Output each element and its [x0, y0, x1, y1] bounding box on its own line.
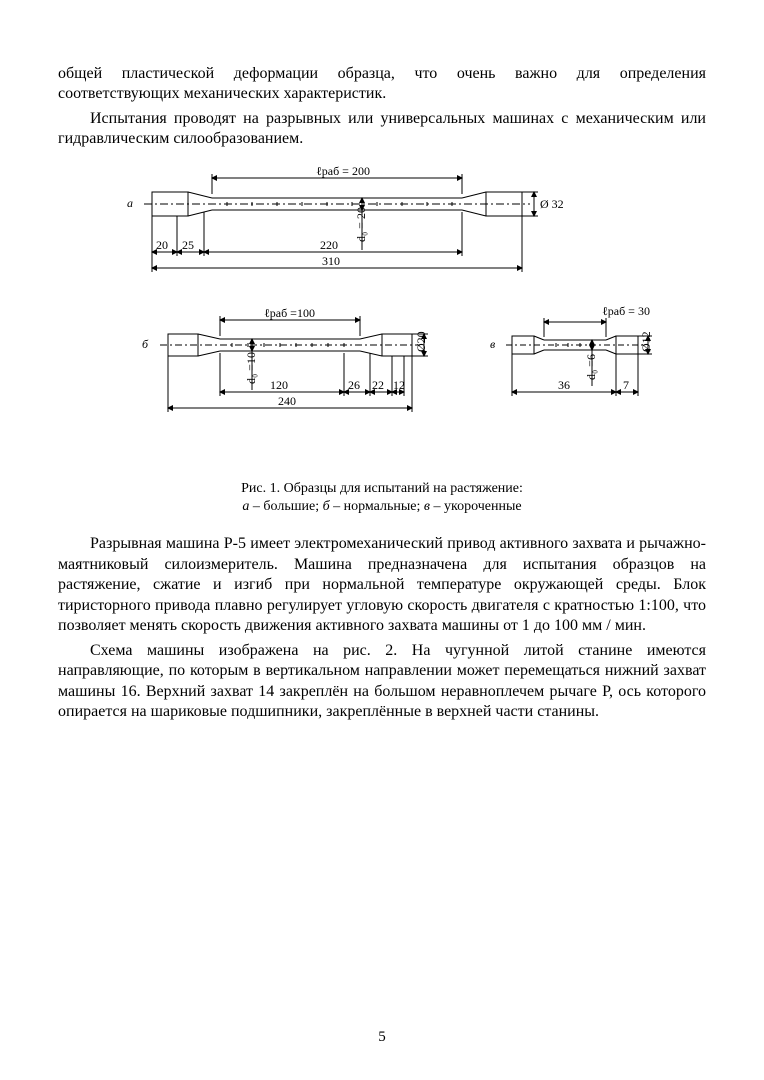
dim-a-d0: d₀ = 20: [354, 207, 368, 242]
specimen-a: а: [127, 164, 564, 272]
dim-c-36: 36: [558, 378, 570, 392]
figure-1-caption: Рис. 1. Образцы для испытаний на растяже…: [84, 480, 680, 516]
dim-c-7: 7: [623, 378, 629, 392]
caption-line1: Рис. 1. Образцы для испытаний на растяже…: [241, 481, 523, 496]
paragraph-4: Схема машины изображена на рис. 2. На чу…: [58, 641, 706, 723]
dim-a-310: 310: [322, 254, 340, 268]
dim-a-25: 25: [182, 238, 194, 252]
dim-a-lrab: ℓраб = 200: [316, 164, 370, 178]
dim-c-dia: Ø12: [639, 331, 653, 352]
dim-b-lrab: ℓраб =100: [264, 306, 315, 320]
dim-b-dia: Ø20: [414, 331, 428, 352]
dim-b-d0: d₀ =10: [244, 352, 258, 384]
specimen-b: б: [142, 306, 428, 412]
specimens-diagram: а: [82, 164, 682, 464]
paragraph-2: Испытания проводят на разрывных или унив…: [58, 109, 706, 150]
figure-1: а: [58, 164, 706, 464]
specimen-b-label: б: [142, 337, 149, 351]
dim-a-220: 220: [320, 238, 338, 252]
dim-b-120: 120: [270, 378, 288, 392]
specimen-a-label: а: [127, 196, 133, 210]
dim-c-d0: d₀ =6: [584, 354, 598, 380]
specimen-c-label: в: [490, 337, 495, 351]
caption-b-txt: – нормальные;: [330, 499, 424, 514]
dim-b-22: 22: [372, 378, 384, 392]
caption-b: б: [323, 499, 330, 514]
dim-a-dia: Ø 32: [540, 197, 564, 211]
dim-c-lrab: ℓраб = 30: [602, 304, 650, 318]
dim-b-26: 26: [348, 378, 360, 392]
specimen-c: в ℓраб = 30: [490, 304, 653, 396]
dim-b-240: 240: [278, 394, 296, 408]
paragraph-3: Разрывная машина Р-5 имеет электромехани…: [58, 534, 706, 636]
dim-a-20: 20: [156, 238, 168, 252]
document-page: общей пластической деформации образца, ч…: [0, 0, 764, 1080]
caption-a-txt: – большие;: [249, 499, 322, 514]
page-number: 5: [0, 1029, 764, 1046]
dim-b-12: 12: [393, 378, 405, 392]
paragraph-1: общей пластической деформации образца, ч…: [58, 64, 706, 105]
caption-v-txt: – укороченные: [430, 499, 522, 514]
